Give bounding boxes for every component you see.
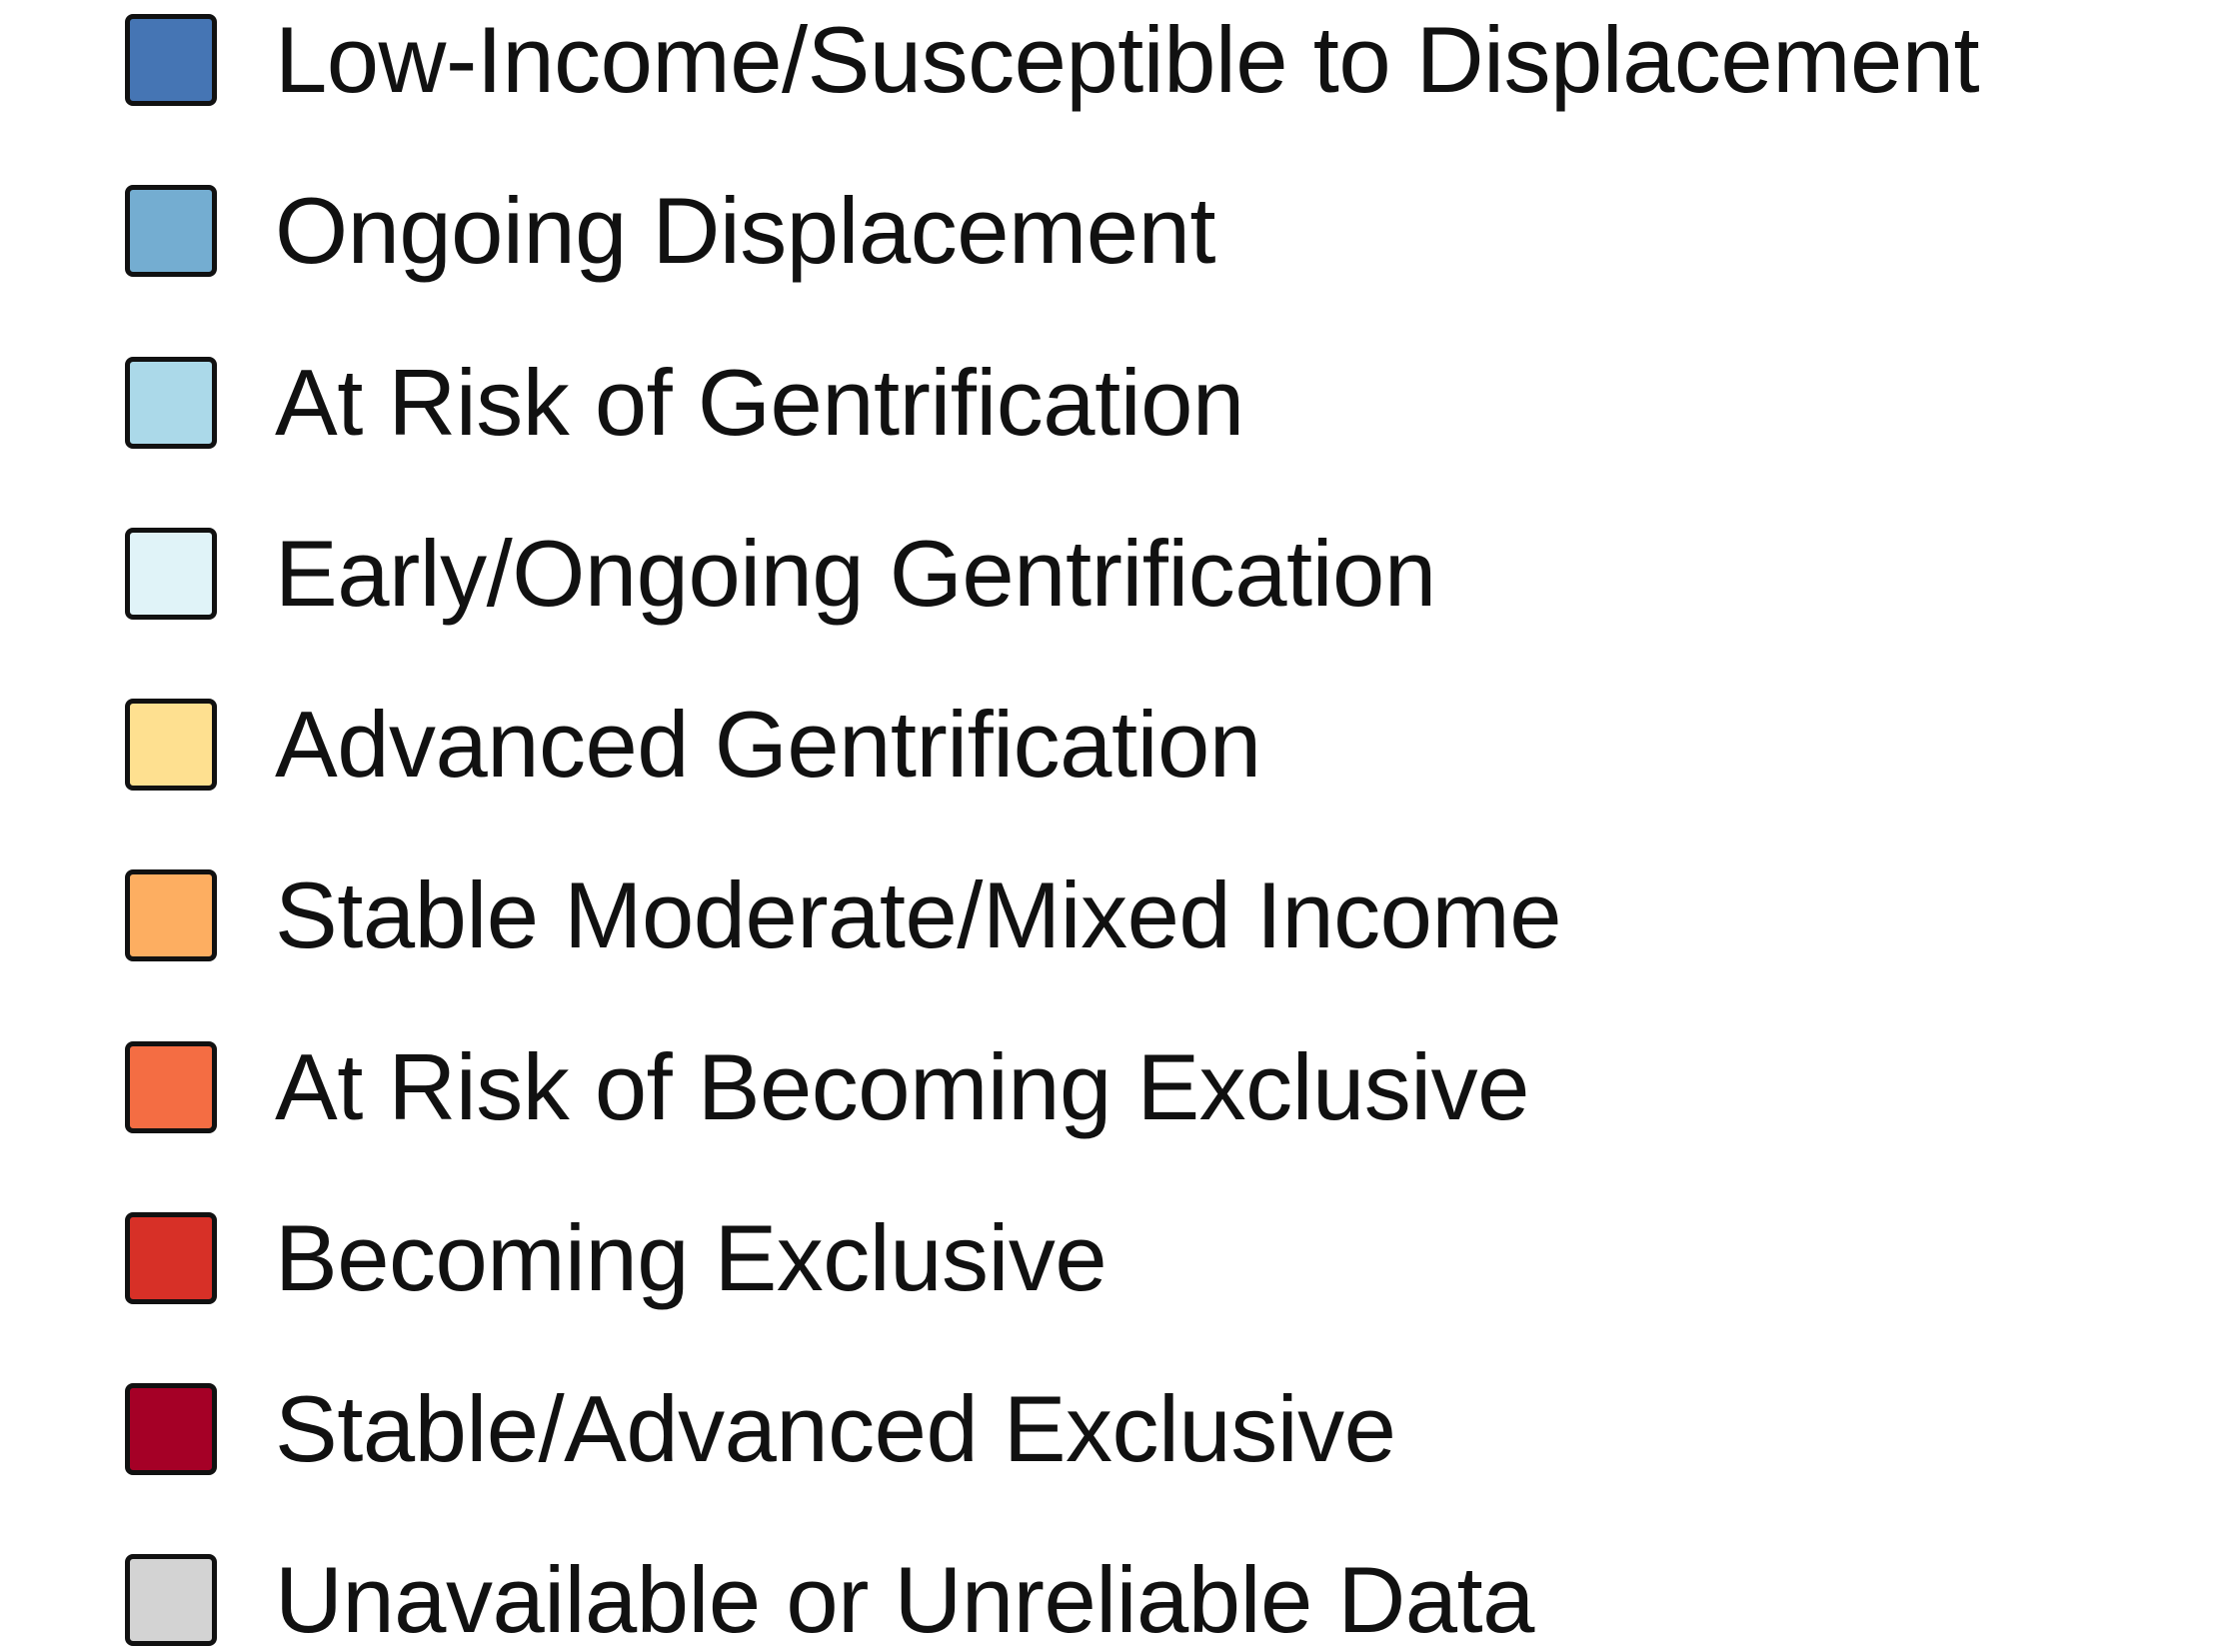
- legend-label: Unavailable or Unreliable Data: [275, 1547, 1534, 1652]
- legend-swatch: [125, 185, 217, 277]
- legend-swatch: [125, 1383, 217, 1475]
- legend-item-stable-moderate-mixed-income: Stable Moderate/Mixed Income: [125, 862, 1562, 967]
- legend-swatch: [125, 1041, 217, 1133]
- legend-item-stable-advanced-exclusive: Stable/Advanced Exclusive: [125, 1376, 1396, 1481]
- legend-swatch: [125, 528, 217, 620]
- legend-label: Early/Ongoing Gentrification: [275, 521, 1436, 626]
- legend-item-ongoing-displacement: Ongoing Displacement: [125, 181, 1215, 281]
- legend-item-becoming-exclusive: Becoming Exclusive: [125, 1205, 1108, 1310]
- legend-swatch: [125, 1212, 217, 1304]
- legend-item-at-risk-becoming-exclusive: At Risk of Becoming Exclusive: [125, 1037, 1529, 1137]
- legend-label: Ongoing Displacement: [275, 178, 1215, 283]
- legend-swatch: [125, 869, 217, 961]
- legend-item-unavailable-data: Unavailable or Unreliable Data: [125, 1550, 1534, 1650]
- legend-swatch: [125, 357, 217, 449]
- legend-item-advanced-gentrification: Advanced Gentrification: [125, 695, 1261, 795]
- legend-swatch: [125, 699, 217, 791]
- legend-label: Becoming Exclusive: [275, 1205, 1108, 1310]
- legend-label: Stable Moderate/Mixed Income: [275, 862, 1562, 967]
- legend-label: Advanced Gentrification: [275, 692, 1261, 797]
- legend-swatch: [125, 1554, 217, 1646]
- legend-item-at-risk-gentrification: At Risk of Gentrification: [125, 353, 1244, 453]
- legend-swatch: [125, 14, 217, 106]
- legend-item-early-ongoing-gentrification: Early/Ongoing Gentrification: [125, 524, 1436, 624]
- legend-label: Stable/Advanced Exclusive: [275, 1376, 1396, 1481]
- legend-item-low-income-susceptible: Low-Income/Susceptible to Displacement: [125, 7, 1980, 112]
- legend-label: At Risk of Gentrification: [275, 350, 1244, 455]
- legend-label: At Risk of Becoming Exclusive: [275, 1034, 1529, 1139]
- legend-label: Low-Income/Susceptible to Displacement: [275, 7, 1980, 112]
